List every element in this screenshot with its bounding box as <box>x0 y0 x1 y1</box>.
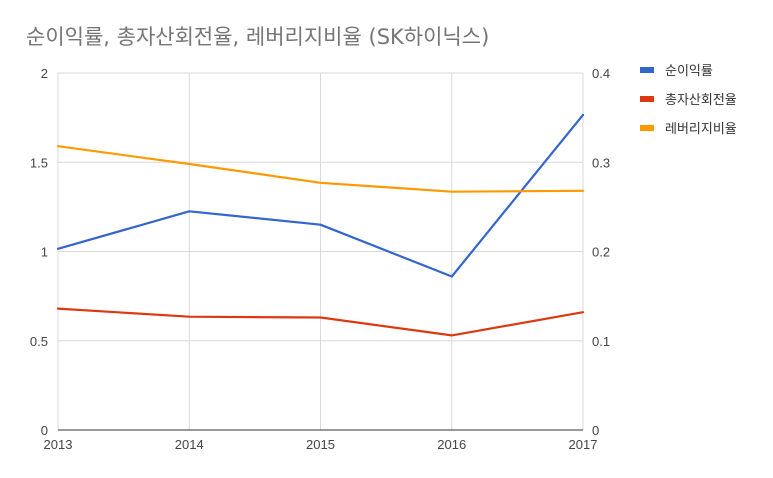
x-tick-label: 2014 <box>175 437 204 452</box>
series-line-2 <box>56 307 585 337</box>
legend-label: 순이익률 <box>665 64 713 79</box>
legend-swatch <box>640 67 654 73</box>
y-left-tick-label: 2 <box>41 66 48 81</box>
x-tick-label: 2017 <box>569 437 598 452</box>
y-right-tick-label: 0.4 <box>592 66 610 81</box>
gridlines <box>57 72 584 430</box>
x-tick-label: 2016 <box>437 437 466 452</box>
axes: 0 0 0.5 0.1 1 0.2 1.5 0.3 2 0.4 2013 2014 2015 2016 20… <box>30 66 610 452</box>
y-left-tick-label: 1.5 <box>30 155 48 170</box>
legend-label: 총자산회전율 <box>665 93 737 108</box>
x-tick-label: 2015 <box>306 437 335 452</box>
legend-swatch <box>640 125 654 131</box>
legend-swatch <box>640 96 654 102</box>
legend-label: 레버리지비율 <box>665 122 737 137</box>
y-right-tick-label: 0.3 <box>592 155 610 170</box>
series-line-3 <box>56 145 585 193</box>
series-line-1 <box>56 113 585 278</box>
y-right-tick-label: 0.2 <box>592 245 610 260</box>
y-right-tick-label: 0.1 <box>592 334 610 349</box>
y-left-tick-label: 1 <box>41 245 48 260</box>
series-lines <box>56 113 585 337</box>
y-right-tick-label: 0 <box>592 423 599 438</box>
chart-title: 순이익률, 총자산회전율, 레버리지비율 (SK하이닉스) <box>26 25 489 49</box>
x-tick-label: 2013 <box>44 437 73 452</box>
y-left-tick-label: 0.5 <box>30 334 48 349</box>
y-left-tick-label: 0 <box>41 423 48 438</box>
